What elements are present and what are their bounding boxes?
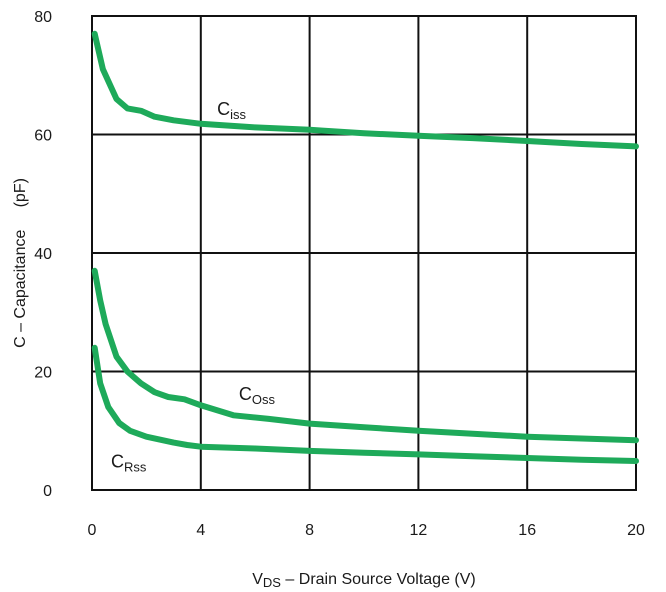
series-label-ciss: Ciss	[217, 99, 246, 122]
grid	[91, 15, 637, 491]
x-tick-label: 12	[410, 522, 428, 539]
x-tick-label: 4	[196, 522, 205, 539]
series-label-crss: CRss	[111, 451, 147, 474]
x-axis-label: VDS – Drain Source Voltage (V)	[252, 571, 476, 590]
y-tick-label: 60	[34, 128, 52, 145]
plot-frame	[91, 15, 637, 491]
series-line-ciss	[91, 30, 639, 150]
x-tick-label: 0	[88, 522, 97, 539]
y-axis-label: C – Capacitance (pF)	[12, 178, 29, 348]
x-tick-label: 16	[518, 522, 536, 539]
y-tick-label: 40	[34, 246, 52, 263]
series-line-coss	[91, 267, 639, 444]
series-labels: Ciss COss CRss	[111, 99, 275, 475]
x-tick-label: 20	[627, 522, 645, 539]
x-tick-label: 8	[305, 522, 314, 539]
series-label-coss: COss	[239, 384, 276, 407]
y-tick-label: 80	[34, 9, 52, 26]
series-layer	[91, 30, 639, 464]
tick-labels: 0 4 8 12 16 20 0 20 40 60 80	[34, 9, 645, 539]
y-tick-label: 0	[43, 483, 52, 500]
y-tick-label: 20	[34, 365, 52, 382]
series-line-crss	[91, 344, 639, 464]
